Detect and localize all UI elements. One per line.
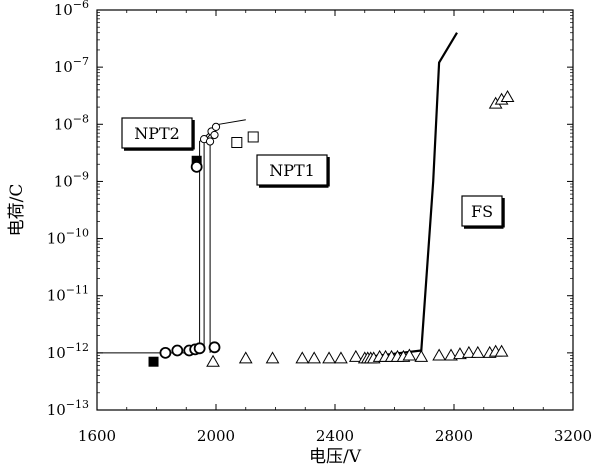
y-tick-label: 10−12 — [47, 341, 89, 362]
y-tick-label: 10−13 — [47, 398, 89, 419]
open-triangle-point — [444, 348, 458, 361]
y-tick-label: 10−6 — [54, 0, 89, 19]
open-square-point — [247, 131, 259, 143]
bold-circle-point — [190, 160, 203, 173]
npt2-label: NPT2 — [134, 124, 180, 143]
x-axis-ticks: 1600 2000 2400 2800 3200 — [78, 10, 592, 445]
open-triangle-point — [307, 351, 322, 364]
open-triangle-point — [238, 351, 253, 364]
x-tick-label: 3200 — [554, 427, 592, 445]
y-tick-exponent: −7 — [73, 55, 89, 68]
open-triangle-point — [462, 345, 476, 358]
y-axis-title: 电荷/C — [7, 184, 27, 237]
bold-circle-point — [193, 342, 206, 355]
fs-curve — [367, 32, 458, 358]
x-tick-label: 2400 — [316, 427, 354, 445]
open-triangle-point — [265, 351, 280, 364]
small-circle-point — [211, 122, 221, 132]
y-tick-base: 10 — [54, 172, 73, 190]
open-triangle-point — [500, 90, 515, 103]
open-triangle-point — [295, 351, 310, 364]
open-triangle-point — [494, 344, 509, 357]
open-triangle-point — [334, 351, 348, 364]
open-triangle-point — [206, 354, 220, 367]
bold-circle-point — [159, 346, 172, 359]
npt-curve — [97, 119, 246, 354]
x-axis-title: 电压/V — [309, 447, 362, 467]
npt1-label-box: NPT1 — [256, 154, 330, 188]
y-tick-base: 10 — [47, 287, 66, 305]
open-triangle-point — [402, 348, 417, 361]
y-tick-exponent: −9 — [73, 169, 89, 182]
fs-label: FS — [471, 202, 493, 221]
label-box — [256, 154, 328, 186]
y-tick-exponent: −11 — [66, 284, 89, 297]
annotations: NPT2 NPT1 FS — [121, 117, 505, 229]
open-triangle-point — [432, 348, 446, 361]
label-box — [121, 117, 193, 149]
y-tick-exponent: −13 — [66, 398, 89, 411]
y-tick-exponent: −8 — [73, 112, 89, 125]
bold-circle-point — [171, 344, 184, 357]
y-tick-base: 10 — [54, 1, 73, 19]
y-tick-exponent: −10 — [66, 227, 89, 240]
fs-label-box: FS — [461, 195, 505, 229]
y-tick-label: 10−9 — [54, 169, 89, 190]
open-square-point — [231, 137, 243, 149]
y-tick-base: 10 — [54, 115, 73, 133]
npt-curve — [209, 132, 217, 353]
y-tick-base: 10 — [47, 344, 66, 362]
filled-square-point — [148, 356, 159, 367]
npt1-label: NPT1 — [269, 161, 315, 180]
fit-lines — [97, 32, 458, 358]
x-tick-label: 2000 — [197, 427, 235, 445]
open-triangle-point — [348, 349, 363, 362]
y-tick-label: 10−7 — [54, 55, 89, 76]
y-tick-base: 10 — [47, 230, 66, 248]
x-tick-label: 2800 — [435, 427, 473, 445]
bold-circle-point — [208, 341, 221, 354]
open-triangle-point — [453, 347, 467, 360]
x-tick-label: 1600 — [78, 427, 116, 445]
y-tick-base: 10 — [47, 401, 66, 419]
npt2-label-box: NPT2 — [121, 117, 195, 151]
small-circle-point — [210, 130, 219, 140]
open-triangle-point — [322, 351, 336, 364]
filled-square-point — [191, 155, 202, 166]
data-points — [148, 90, 515, 367]
y-tick-exponent: −6 — [73, 0, 89, 11]
small-circle-point — [205, 137, 215, 146]
y-tick-label: 10−8 — [54, 112, 89, 133]
y-tick-exponent: −12 — [66, 341, 89, 354]
y-tick-base: 10 — [54, 58, 73, 76]
y-tick-label: 10−11 — [47, 284, 89, 305]
label-box — [461, 195, 503, 227]
open-triangle-point — [414, 349, 429, 362]
open-triangle-point — [470, 345, 485, 358]
y-tick-label: 10−10 — [47, 227, 89, 248]
